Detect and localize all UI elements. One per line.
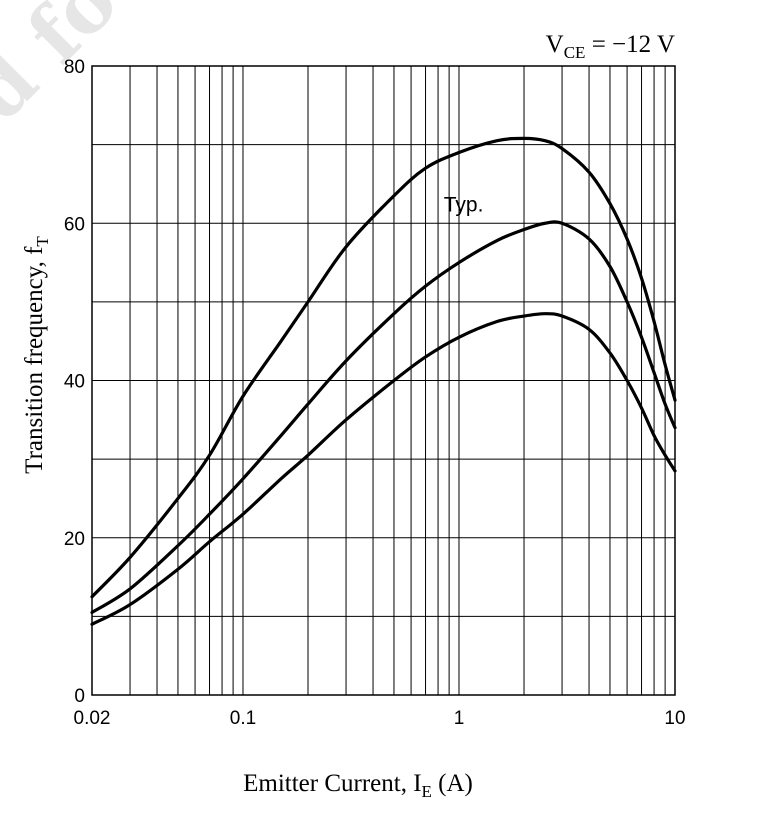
grid [91,65,676,696]
series-line-3 [90,312,677,626]
y-tick-label: 20 [64,529,85,550]
x-tick-label: 1 [454,708,465,729]
series-curves [90,136,677,626]
y-tick-label: 40 [64,372,85,393]
y-axis-label: Transition frequency, fT [21,236,52,474]
annotation-typ: Typ. [444,194,484,217]
condition-label: VCE = −12 V [546,31,675,62]
x-tick-label: 0.02 [74,708,111,729]
series-line-2 [90,220,677,615]
series-line-1 [90,136,677,599]
y-tick-label: 0 [74,686,85,707]
x-tick-label: 0.1 [230,708,256,729]
y-tick-label: 80 [64,57,85,78]
x-axis-label: Emitter Current, IE (A) [243,770,473,801]
y-tick-label: 60 [64,214,85,235]
tick-labels: 0.02 0.1 1 10 0 20 40 60 80 [64,57,686,729]
plot-frame [91,65,676,696]
x-tick-label: 10 [664,708,685,729]
